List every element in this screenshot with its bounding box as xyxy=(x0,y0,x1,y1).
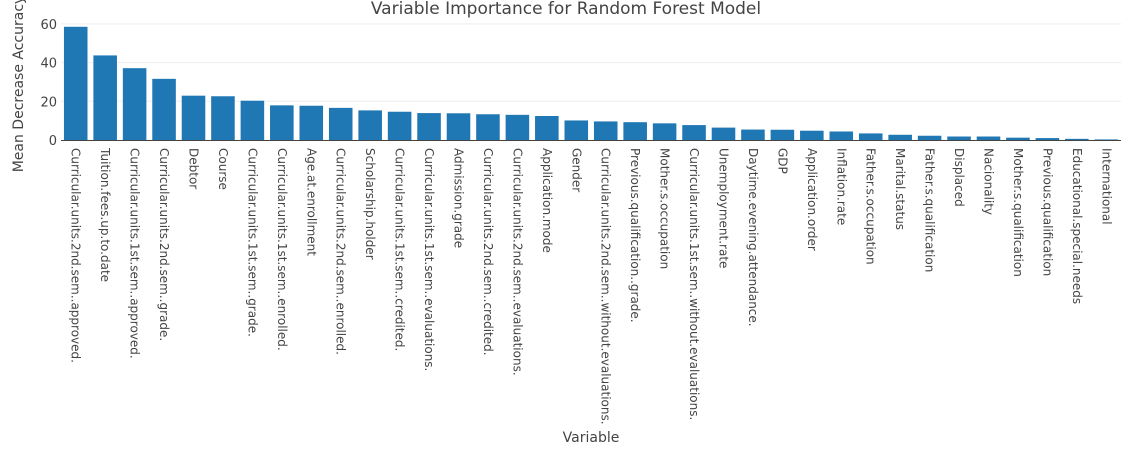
bar xyxy=(387,111,412,140)
x-tick-label: Previous.qualification..grade. xyxy=(628,148,642,323)
bar xyxy=(917,135,942,140)
bar xyxy=(1094,139,1119,140)
bar xyxy=(623,122,647,140)
bar xyxy=(358,110,382,140)
bars xyxy=(63,26,1119,140)
bar xyxy=(888,134,912,140)
chart-title: Variable Importance for Random Forest Mo… xyxy=(371,0,761,19)
y-tick-label: 60 xyxy=(40,18,57,33)
bar xyxy=(299,105,324,140)
y-tick-label: 20 xyxy=(40,95,57,110)
x-tick-label: Marital.status xyxy=(893,148,907,230)
bar xyxy=(476,114,500,140)
x-tick-label: Admission.grade xyxy=(452,148,466,248)
bar xyxy=(741,129,765,140)
x-tick-label: Nacionality xyxy=(982,148,996,215)
bar xyxy=(711,127,736,140)
bar xyxy=(240,100,265,140)
bar xyxy=(1035,138,1060,140)
x-tick-label: Curricular.units.2nd.sem..grade. xyxy=(157,148,171,341)
x-tick-label: Daytime.evening.attendance. xyxy=(746,148,760,327)
bar xyxy=(1065,138,1089,140)
bar xyxy=(152,78,176,140)
bar xyxy=(122,68,147,140)
bar xyxy=(328,107,353,140)
bar xyxy=(535,116,559,140)
x-tick-label: Gender xyxy=(569,148,583,192)
x-tick-label: Inflation.rate xyxy=(834,148,848,225)
x-tick-label: Curricular.units.1st.sem..grade. xyxy=(245,148,259,337)
bar xyxy=(682,125,706,140)
bar xyxy=(564,120,589,140)
bar xyxy=(858,133,883,140)
x-tick-label: Curricular.units.2nd.sem..evaluations. xyxy=(510,148,524,376)
bar xyxy=(446,113,471,140)
x-tick-label: Scholarship.holder xyxy=(363,148,377,260)
x-tick-label: GDP xyxy=(775,148,789,174)
x-tick-label: Previous.qualification xyxy=(1040,148,1054,276)
x-tick-label: Unemployment.rate xyxy=(717,148,731,268)
bar xyxy=(800,130,824,140)
x-tick-label: Curricular.units.2nd.sem..enrolled. xyxy=(334,148,348,355)
x-tick-label: Father.s.occupation xyxy=(864,148,878,265)
bar xyxy=(829,131,854,140)
bar xyxy=(417,113,441,140)
bar xyxy=(181,95,206,140)
x-tick-label: Mother.s.occupation xyxy=(658,148,672,269)
x-tick-label: Curricular.units.1st.sem..without.evalua… xyxy=(687,148,701,420)
bar xyxy=(947,136,971,140)
x-axis-label: Variable xyxy=(563,430,620,446)
x-tick-label: Displaced xyxy=(952,148,966,207)
x-tick-label: Debtor xyxy=(187,148,201,189)
y-axis-ticks: 0 20 40 60 xyxy=(40,18,57,149)
x-tick-label: Mother.s.qualification xyxy=(1011,148,1025,277)
bar xyxy=(593,121,618,140)
x-tick-label: Curricular.units.2nd.sem..without.evalua… xyxy=(599,148,613,425)
y-tick-label: 40 xyxy=(40,57,57,72)
y-tick-label: 0 xyxy=(49,134,57,149)
x-tick-label: Curricular.units.1st.sem..evaluations. xyxy=(422,148,436,371)
x-tick-label: Curricular.units.1st.sem..approved. xyxy=(128,148,142,359)
x-axis-ticks: Curricular.units.2nd.sem..approved. Tuiti… xyxy=(69,147,1114,425)
x-tick-label: Educational.special.needs xyxy=(1070,148,1084,304)
bar xyxy=(63,26,88,140)
x-tick-label: Tuition.fees.up.to.date xyxy=(98,147,112,282)
x-tick-label: Application.mode xyxy=(540,148,554,253)
bar xyxy=(270,105,294,140)
y-axis-label: Mean Decrease Accuracy xyxy=(11,0,27,172)
bar xyxy=(93,55,117,140)
x-tick-label: Curricular.units.1st.sem..enrolled. xyxy=(275,148,289,351)
x-tick-label: International xyxy=(1099,148,1113,225)
x-tick-label: Course xyxy=(216,148,230,190)
bar xyxy=(976,136,1001,140)
x-tick-label: Age.at.enrollment xyxy=(304,148,318,256)
bar xyxy=(505,114,530,140)
x-tick-label: Curricular.units.2nd.sem..credited. xyxy=(481,148,495,356)
x-tick-label: Curricular.units.1st.sem..credited. xyxy=(393,148,407,351)
gridlines xyxy=(61,23,1121,141)
x-tick-label: Application.order xyxy=(805,148,819,251)
bar xyxy=(211,96,235,140)
bar xyxy=(1006,137,1030,140)
bar xyxy=(652,123,677,140)
x-tick-label: Father.s.qualification xyxy=(923,148,937,272)
x-tick-label: Curricular.units.2nd.sem..approved. xyxy=(69,148,83,363)
bar xyxy=(770,129,795,140)
